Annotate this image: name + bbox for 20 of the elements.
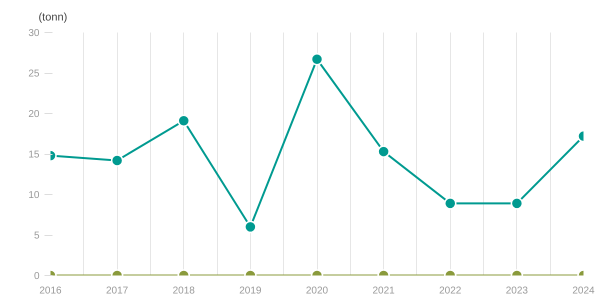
x-tick-label: 2017 [106,286,129,296]
y-tick-label: 30 [28,28,40,39]
y-tick-label: 5 [34,230,40,242]
x-tick-label: 2020 [306,286,329,296]
y-tick-label: 15 [28,150,40,160]
y-tick-label: 25 [28,68,40,80]
x-tick-label: 2019 [239,286,262,296]
x-tick-label: 2023 [506,286,528,296]
x-tick-label: 2018 [172,286,196,296]
x-tick-label: 2022 [439,286,462,296]
y-tick-label: 20 [28,109,40,120]
y-axis-title: (tonn) [38,12,68,24]
x-tick-label: 2021 [372,286,396,296]
x-tick-label: 2024 [572,286,596,296]
x-tick-label: 2016 [39,286,62,296]
y-tick-label: 10 [28,190,40,201]
y-tick-label: 0 [34,271,40,282]
point [178,114,190,128]
point [110,154,124,167]
point [377,145,390,158]
